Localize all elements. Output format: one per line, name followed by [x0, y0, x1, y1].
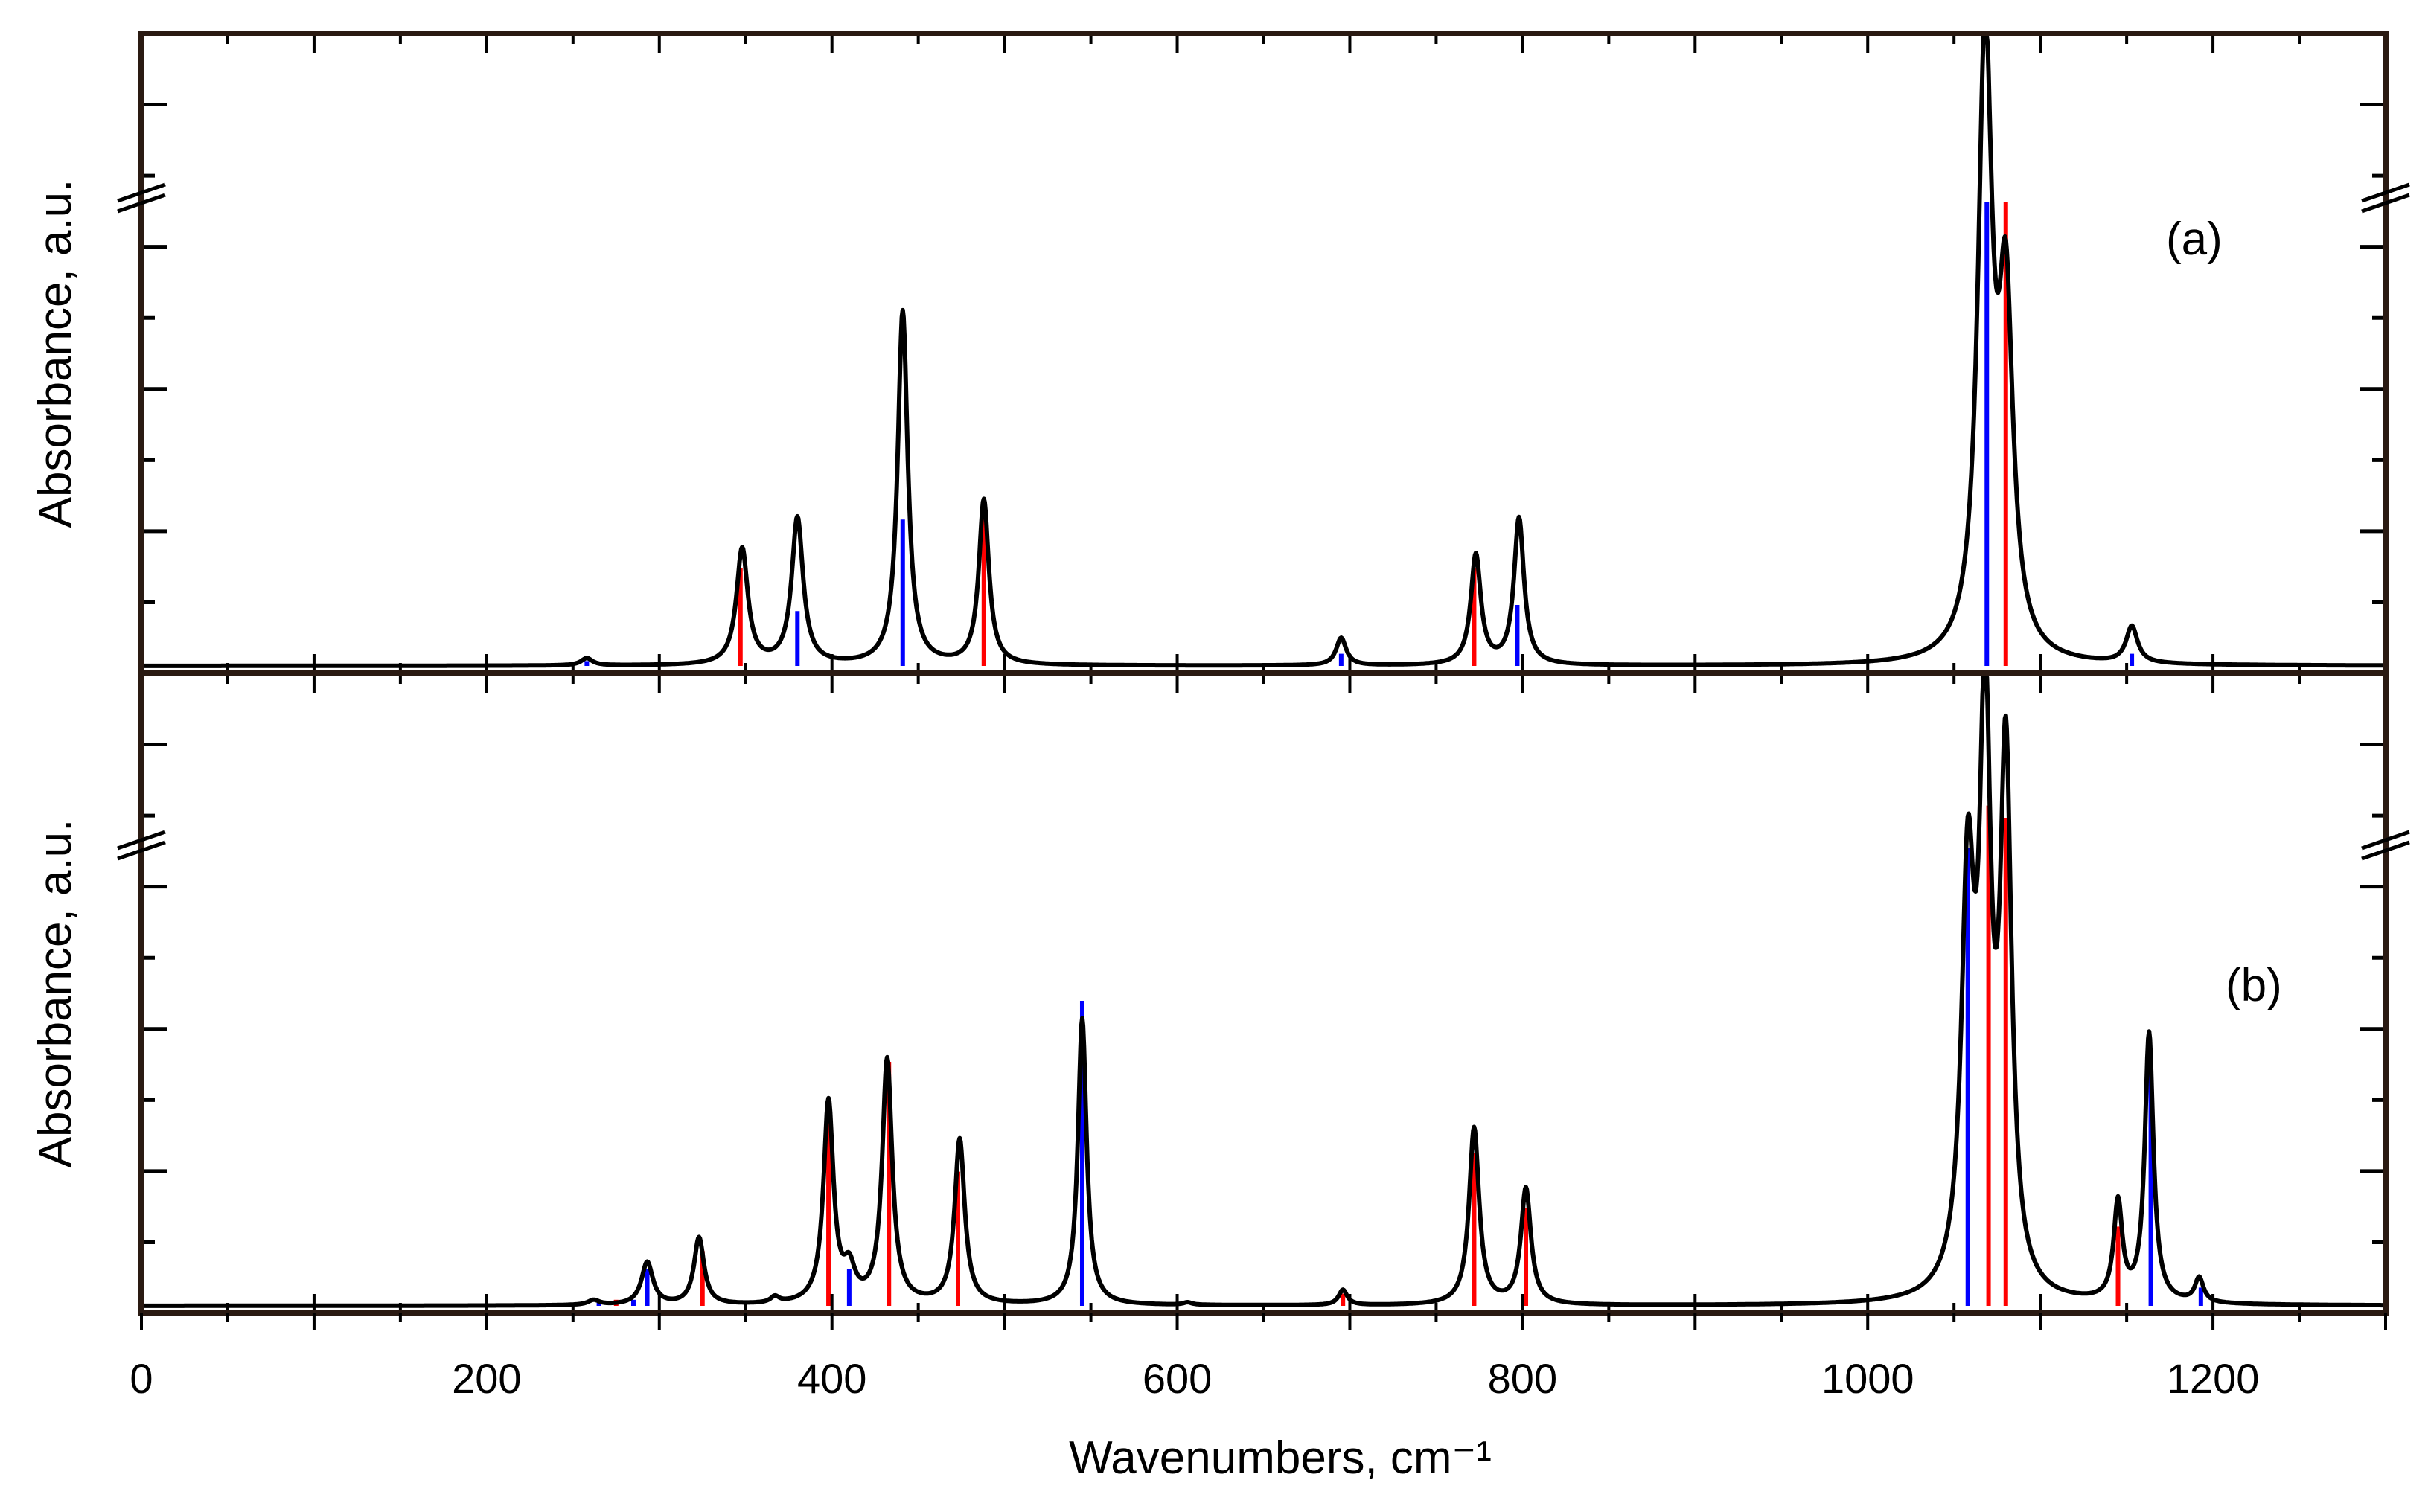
panel-b: (b): [117, 670, 2410, 1316]
panel-b-label: (b): [2226, 960, 2282, 1011]
x-tick-label: 0: [130, 1355, 153, 1402]
x-tick-label: 1000: [1821, 1355, 1914, 1402]
x-tick-label: 800: [1488, 1355, 1557, 1402]
x-tick-label: 400: [797, 1355, 866, 1402]
panel-a-ticks: [140, 33, 2387, 673]
x-tick-label: 1200: [2167, 1355, 2260, 1402]
x-axis-label: Wavenumbers, cm⁻¹: [1069, 1432, 1492, 1484]
panel-b-ylabel: Absorbance, a.u.: [30, 819, 81, 1168]
x-tick-labels: 0 200 400 600 800 1000 1200: [130, 1313, 2387, 1402]
panel-a-axis-break: [117, 182, 2410, 214]
panel-a-label: (a): [2166, 214, 2223, 265]
panel-b-axis-break: [117, 830, 2410, 861]
panel-a-ylabel: Absorbance, a.u.: [30, 179, 81, 528]
x-tick-label: 600: [1143, 1355, 1212, 1402]
x-tick-label: 200: [452, 1355, 521, 1402]
